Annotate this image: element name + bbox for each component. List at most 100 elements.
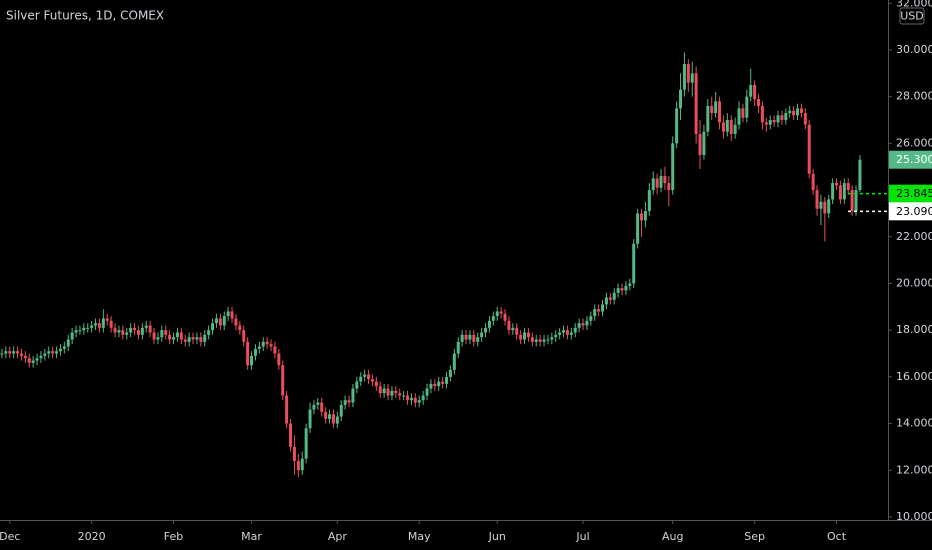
candle-body [253,348,257,356]
y-tick-label: 18.000 [896,323,932,336]
candle-body [597,309,601,312]
candle-body [62,346,66,349]
candle-body [86,327,90,329]
candle-body [417,400,421,403]
candle-body [452,353,456,370]
candle-body [136,330,140,335]
candle-body [58,348,62,352]
candle-body [819,201,823,209]
candle-body [125,332,129,335]
y-tick-label: 14.000 [896,417,932,430]
candle-body [679,89,683,109]
candle-body [265,341,269,345]
candle-body [230,311,234,319]
candle-body [359,376,363,382]
candle-body [199,337,203,342]
currency-label: USD [900,10,924,23]
candle-body [402,395,406,397]
candle-body [39,355,43,359]
candle-body [710,106,714,114]
price-label-box [889,202,932,221]
x-tick-label: Sep [744,530,765,543]
candle-body [133,327,137,331]
price-label-box [889,184,932,203]
candle-body [550,337,554,340]
candle-body [398,393,402,396]
candle-body [733,124,737,135]
candle-body [90,325,94,328]
candle-body [858,159,862,191]
candle-body [838,185,842,200]
candle-body [214,318,218,324]
candle-body [503,313,507,321]
candle-body [66,339,70,347]
candle-body [807,124,811,174]
candle-body [308,409,312,429]
candle-body [292,446,296,461]
candle-body [632,243,636,284]
candle-body [343,400,347,405]
candle-body [433,383,437,387]
candle-body [370,379,374,382]
candle-body [542,339,546,342]
candle-body [437,381,441,387]
candle-body [441,381,445,384]
candle-body [324,411,328,419]
candle-body [335,416,339,424]
candle-body [179,332,183,340]
candle-body [156,337,160,340]
candle-body [643,211,647,221]
candle-body [51,351,55,354]
candle-body [753,84,757,100]
price-label: 23.845 [896,187,932,200]
candle-body [390,390,394,396]
candle-body [682,63,686,90]
candle-body [94,323,98,326]
candle-body [406,395,410,401]
candle-body [823,201,827,214]
candle-body [242,330,246,342]
candle-body [413,397,417,403]
candle-body [140,327,144,335]
candle-body [827,199,831,214]
candle-body [507,320,511,331]
candle-body [55,351,59,354]
candle-body [499,311,503,314]
candle-body [729,120,733,135]
candle-body [511,327,515,331]
candle-body [663,176,667,184]
candle-body [168,334,172,340]
candle-body [835,183,839,186]
candle-body [222,316,226,326]
candle-body [320,402,324,412]
candle-body [394,390,398,394]
candle-body [792,110,796,116]
x-tick-label: Jun [488,530,506,543]
candle-body [484,327,488,333]
candle-body [788,110,792,114]
y-tick-label: 32.000 [896,0,932,9]
y-tick-label: 12.000 [896,463,932,476]
x-tick-label: May [408,530,431,543]
candle-body [328,414,332,419]
candle-body [82,327,86,331]
candle-body [694,73,698,135]
candle-body [784,113,788,121]
candle-body [558,332,562,335]
candle-body [148,325,152,333]
candle-body [269,344,273,347]
candle-body [316,402,320,405]
candle-body [250,355,254,366]
candle-body [238,325,242,331]
candle-body [12,351,16,354]
candle-body [129,327,133,333]
candle-body [581,323,585,326]
candle-body [211,323,215,331]
candle-body [604,297,608,305]
candle-body [421,395,425,401]
price-label-box [889,150,932,169]
candle-body [175,332,179,338]
candle-body [776,115,780,123]
candle-body [448,369,452,377]
candle-body [772,120,776,123]
